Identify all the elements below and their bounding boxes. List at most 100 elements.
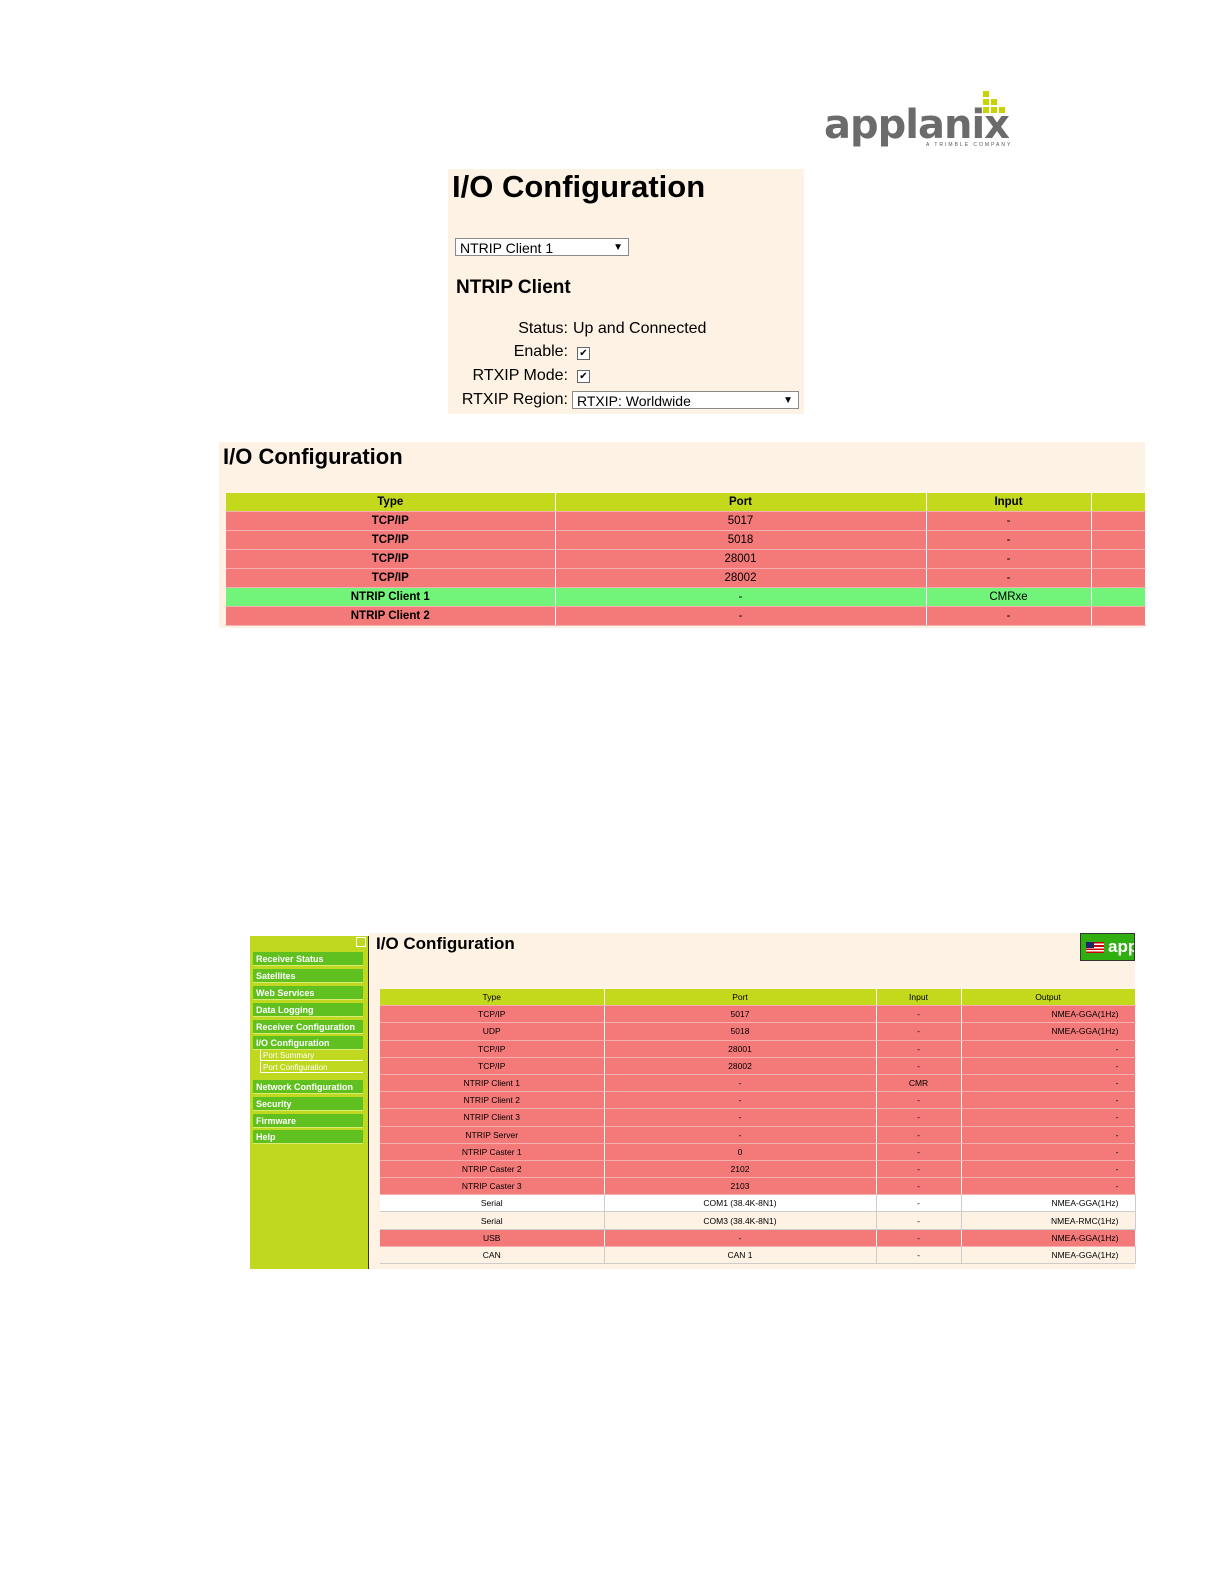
cell-port: COM1 (38.4K-8N1) bbox=[604, 1194, 877, 1213]
cell-port: 2102 bbox=[604, 1160, 877, 1179]
column-header-input: Input bbox=[926, 493, 1092, 512]
sidebar-item-io-configuration[interactable]: I/O Configuration bbox=[253, 1036, 363, 1050]
sidebar-item-help[interactable]: Help bbox=[253, 1130, 363, 1144]
cell-type: NTRIP Caster 1 bbox=[380, 1143, 605, 1161]
port-table: Type Port Input TCP/IP 5017- TCP/IP 5018- TC… bbox=[226, 493, 1146, 626]
cell-port: 0 bbox=[604, 1143, 877, 1161]
sidebar-item-network-configuration[interactable]: Network Configuration bbox=[253, 1080, 363, 1094]
cell-port: 5018 bbox=[555, 530, 927, 550]
cell-input: - bbox=[926, 568, 1092, 588]
cell-type: TCP/IP bbox=[226, 549, 556, 569]
language-button[interactable]: app bbox=[1080, 933, 1135, 961]
table-row[interactable]: TCP/IP 28001- bbox=[226, 549, 1146, 569]
logo-wordmark: applanix bbox=[824, 102, 1010, 148]
port-select[interactable]: NTRIP Client 1 ▼ bbox=[455, 238, 629, 256]
table-row[interactable]: NTRIP Caster 3 2103- - bbox=[380, 1177, 1136, 1196]
table-row[interactable]: TCP/IP 28002- - bbox=[380, 1057, 1136, 1075]
logo-square bbox=[991, 99, 997, 105]
table-row[interactable]: NTRIP Client 1- CMRxe bbox=[226, 587, 1146, 607]
table-row[interactable]: TCP/IP 28001- - bbox=[380, 1040, 1136, 1058]
cell-port: - bbox=[604, 1108, 877, 1127]
cell-input: CMRxe bbox=[926, 587, 1092, 607]
cell-output: - bbox=[961, 1177, 1136, 1196]
cell-port: COM3 (38.4K-8N1) bbox=[604, 1211, 877, 1230]
cell-port: 5017 bbox=[604, 1005, 877, 1024]
table-header-row: Type Port Input Output bbox=[380, 989, 1136, 1007]
cell-type: TCP/IP bbox=[380, 1005, 605, 1024]
cell-output: - bbox=[961, 1143, 1136, 1161]
column-header-output: Output bbox=[961, 989, 1136, 1007]
cell-extra bbox=[1091, 606, 1146, 626]
cell-input: - bbox=[926, 530, 1092, 550]
rtxip-region-value: RTXIP: Worldwide bbox=[577, 393, 691, 409]
column-header-type: Type bbox=[380, 989, 605, 1007]
table-row[interactable]: NTRIP Client 2-- bbox=[226, 606, 1146, 626]
cell-output: - bbox=[961, 1057, 1136, 1075]
column-header-port: Port bbox=[604, 989, 877, 1007]
table-row[interactable]: Serial COM3 (38.4K-8N1) - NMEA-RMC(1Hz) bbox=[380, 1211, 1136, 1230]
table-row[interactable]: TCP/IP 5018- bbox=[226, 530, 1146, 550]
table-row[interactable]: TCP/IP 28002- bbox=[226, 568, 1146, 588]
cell-type: USB bbox=[380, 1229, 605, 1247]
sidebar-item-firmware[interactable]: Firmware bbox=[253, 1114, 363, 1128]
section-title: NTRIP Client bbox=[456, 277, 571, 298]
cell-input: - bbox=[876, 1108, 962, 1127]
cell-input: - bbox=[926, 549, 1092, 569]
sidebar-item-satellites[interactable]: Satellites bbox=[253, 969, 363, 983]
sidebar-item-web-services[interactable]: Web Services bbox=[253, 986, 363, 1000]
sidebar-item-security[interactable]: Security bbox=[253, 1097, 363, 1111]
cell-type: Serial bbox=[380, 1194, 605, 1213]
cell-port: 28001 bbox=[555, 549, 927, 569]
table-row[interactable]: NTRIP Server - - - bbox=[380, 1126, 1136, 1144]
cell-input: - bbox=[876, 1177, 962, 1196]
logo-square bbox=[999, 107, 1005, 113]
table-row[interactable]: NTRIP Client 1- CMR - bbox=[380, 1074, 1136, 1093]
cell-port: CAN 1 bbox=[604, 1246, 877, 1265]
rtxip-mode-label: RTXIP Mode: bbox=[472, 367, 568, 384]
sidebar-item-receiver-configuration[interactable]: Receiver Configuration bbox=[253, 1020, 363, 1034]
table-row[interactable]: NTRIP Client 2--- bbox=[380, 1091, 1136, 1110]
language-button-label: app bbox=[1108, 937, 1134, 956]
cell-input: - bbox=[876, 1143, 962, 1161]
cell-extra bbox=[1091, 568, 1146, 588]
table-row[interactable]: NTRIP Caster 2 2102- - bbox=[380, 1160, 1136, 1179]
rtxip-region-select[interactable]: RTXIP: Worldwide ▼ bbox=[572, 391, 799, 409]
cell-input: CMR bbox=[876, 1074, 962, 1093]
sidebar-item-receiver-status[interactable]: Receiver Status bbox=[253, 952, 363, 966]
table-row[interactable]: Serial COM1 (38.4K-8N1) - NMEA-GGA(1Hz) bbox=[380, 1194, 1136, 1213]
sidebar-subitem-port-configuration[interactable]: Port Configuration bbox=[260, 1062, 363, 1073]
us-flag-icon bbox=[1086, 942, 1104, 953]
logo-square bbox=[983, 99, 989, 105]
lock-icon[interactable] bbox=[356, 937, 366, 947]
cell-port: - bbox=[555, 606, 927, 626]
cell-output: - bbox=[961, 1108, 1136, 1127]
table-row[interactable]: CAN CAN 1- NMEA-GGA(1Hz) bbox=[380, 1246, 1136, 1265]
cell-port: - bbox=[604, 1126, 877, 1144]
table-row[interactable]: USB - - NMEA-GGA(1Hz) bbox=[380, 1229, 1136, 1247]
cell-type: TCP/IP bbox=[226, 530, 556, 550]
table-row[interactable]: TCP/IP 5017- bbox=[226, 511, 1146, 531]
cell-port: - bbox=[555, 587, 927, 607]
cell-input: - bbox=[876, 1229, 962, 1247]
enable-checkbox[interactable]: ✔ bbox=[577, 347, 590, 360]
sidebar-item-data-logging[interactable]: Data Logging bbox=[253, 1003, 363, 1017]
cell-output: - bbox=[961, 1074, 1136, 1093]
table-row[interactable]: NTRIP Client 3--- bbox=[380, 1108, 1136, 1127]
sidebar-subitem-port-summary[interactable]: Port Summary bbox=[260, 1050, 363, 1061]
cell-port: 5018 bbox=[604, 1022, 877, 1041]
table-row[interactable]: TCP/IP 5017- NMEA-GGA(1Hz) bbox=[380, 1005, 1136, 1024]
page-title: I/O Configuration bbox=[376, 934, 515, 953]
cell-type: NTRIP Caster 3 bbox=[380, 1177, 605, 1196]
applanix-logo: applanix A TRIMBLE COMPANY bbox=[818, 86, 1030, 154]
cell-output: NMEA-GGA(1Hz) bbox=[961, 1229, 1136, 1247]
cell-input: - bbox=[876, 1091, 962, 1110]
table-header-row: Type Port Input bbox=[226, 493, 1146, 512]
cell-output: NMEA-GGA(1Hz) bbox=[961, 1022, 1136, 1041]
rtxip-mode-checkbox[interactable]: ✔ bbox=[577, 370, 590, 383]
cell-type: NTRIP Caster 2 bbox=[380, 1160, 605, 1179]
table-row[interactable]: UDP 5018- NMEA-GGA(1Hz) bbox=[380, 1022, 1136, 1041]
cell-type: NTRIP Client 1 bbox=[380, 1074, 605, 1093]
io-configuration-panel: I/O Configuration app Type Port Input Ou… bbox=[369, 933, 1136, 1269]
dropdown-arrow-icon: ▼ bbox=[783, 395, 793, 406]
